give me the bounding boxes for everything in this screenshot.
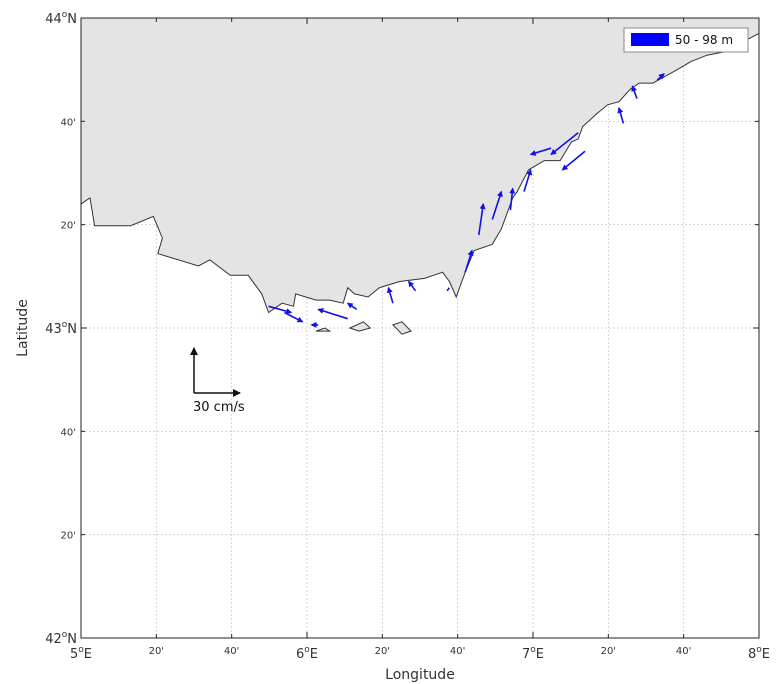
legend-swatch: [631, 33, 669, 46]
y-tick-label-6: 44oN: [45, 10, 77, 27]
current-vector-13: [523, 168, 533, 192]
x-tick-label-5: 40': [450, 646, 465, 657]
islands: [315, 321, 412, 335]
current-vector-17: [617, 106, 625, 124]
current-vector-0: [268, 305, 293, 315]
y-tick-label-5: 40': [61, 117, 76, 128]
y-axis-label: Latitude: [15, 299, 31, 357]
x-tick-label-3: 6oE: [296, 645, 318, 662]
land-mass: [81, 18, 759, 314]
current-vector-5: [386, 286, 394, 304]
axis-ticks: 5oE 20' 40' 6oE 20' 40' 7oE 20' 40' 8oE 42oN 20' 40'…: [45, 10, 770, 662]
current-vectors: [268, 73, 665, 328]
x-tick-label-6: 7oE: [522, 645, 544, 662]
legend: 50 - 98 m: [623, 27, 749, 53]
island-1: [348, 321, 372, 332]
current-vector-1: [284, 311, 304, 323]
scale-label: 30 cm/s: [193, 400, 245, 415]
x-tick-label-8: 40': [676, 646, 691, 657]
current-vector-3: [317, 308, 348, 320]
current-vector-11: [491, 190, 503, 220]
x-tick-label-9: 8oE: [748, 645, 770, 662]
y-tick-label-2: 40': [61, 427, 76, 438]
y-tick-label-4: 20': [61, 221, 76, 232]
current-vector-8: [446, 287, 451, 292]
island-0: [391, 321, 412, 335]
island-2: [315, 327, 332, 332]
x-tick-label-7: 20': [601, 646, 616, 657]
current-vector-15: [550, 132, 579, 156]
scale-arrows: 30 cm/s: [190, 347, 245, 415]
legend-label: 50 - 98 m: [675, 33, 733, 47]
x-tick-label-1: 20': [149, 646, 164, 657]
y-tick-label-1: 20': [61, 531, 76, 542]
current-vector-14: [529, 147, 552, 156]
current-vector-4: [346, 302, 358, 311]
y-tick-label-3: 43oN: [45, 320, 77, 337]
current-vector-12: [509, 187, 516, 211]
current-vector-10: [478, 203, 486, 236]
current-vector-9: [464, 249, 474, 273]
x-axis-label: Longitude: [385, 667, 455, 683]
x-tick-label-2: 40': [224, 646, 239, 657]
current-vector-19: [656, 73, 665, 81]
current-vector-18: [631, 85, 638, 99]
current-vector-6: [408, 280, 417, 292]
x-tick-label-0: 5oE: [70, 645, 92, 662]
x-tick-label-4: 20': [375, 646, 390, 657]
y-tick-label-0: 42oN: [45, 630, 77, 647]
current-vector-16: [561, 150, 586, 171]
